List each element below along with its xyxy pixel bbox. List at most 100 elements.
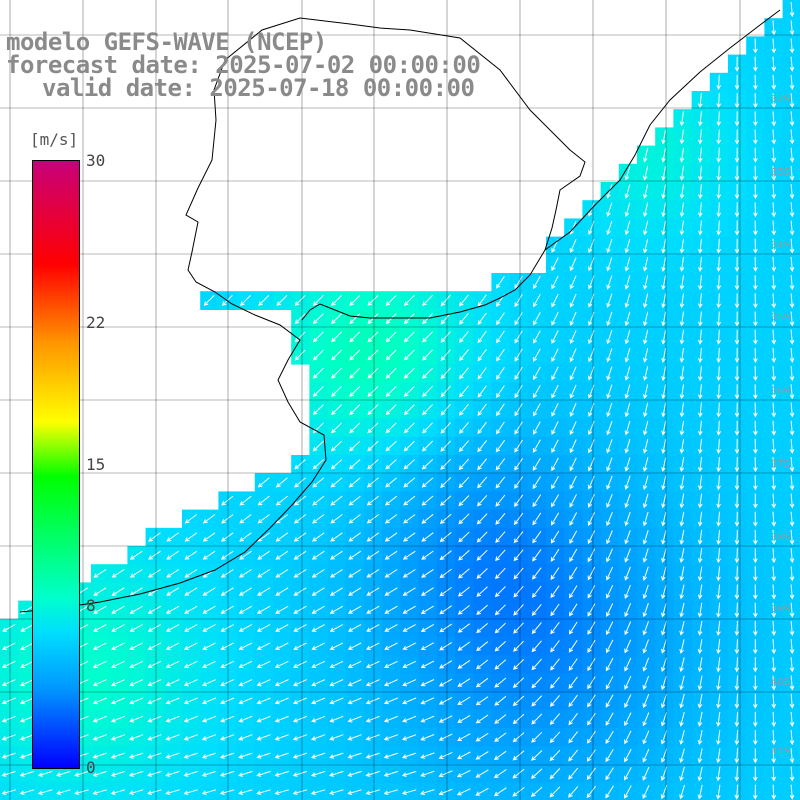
wind-arrow <box>147 660 162 668</box>
wind-arrow <box>569 475 577 490</box>
wind-arrow <box>716 711 721 727</box>
wind-arrow <box>752 693 758 709</box>
wind-arrow <box>514 458 524 471</box>
wind-arrow <box>349 422 361 434</box>
wind-arrow <box>496 330 505 344</box>
wind-arrow <box>642 457 649 472</box>
wind-arrow <box>310 734 326 741</box>
wind-arrow <box>19 715 34 723</box>
wind-arrow <box>276 295 288 306</box>
wind-arrow <box>642 293 649 309</box>
wind-arrow <box>128 789 144 795</box>
wind-arrow <box>789 784 795 800</box>
wind-arrow <box>459 330 469 343</box>
wind-arrow <box>257 514 270 524</box>
wind-arrow <box>347 642 362 650</box>
wind-arrow <box>347 789 362 795</box>
wind-arrow <box>275 495 288 506</box>
wind-arrow <box>256 734 271 741</box>
wind-arrow <box>420 752 435 759</box>
wind-arrow <box>697 457 703 473</box>
wind-arrow <box>420 734 435 741</box>
wind-arrow <box>93 605 107 614</box>
wind-arrow <box>349 331 361 343</box>
wind-arrow <box>642 639 649 654</box>
wind-arrow <box>642 621 649 636</box>
wind-arrow <box>383 752 399 759</box>
wind-arrow <box>789 111 795 127</box>
wind-arrow <box>531 731 543 743</box>
wind-arrow <box>238 587 252 596</box>
wind-arrow <box>514 366 523 380</box>
wind-arrow <box>165 679 180 687</box>
wind-arrow <box>203 295 215 306</box>
wind-arrow <box>532 549 542 562</box>
wind-arrow <box>642 220 649 236</box>
wind-arrow <box>661 420 667 436</box>
wind-arrow <box>421 477 434 488</box>
wind-arrow <box>734 238 740 254</box>
wind-arrow <box>165 789 180 795</box>
wind-arrow <box>458 458 470 471</box>
wind-arrow <box>184 605 198 614</box>
wind-arrow <box>551 475 559 490</box>
wind-arrow <box>258 295 270 306</box>
wind-arrow <box>551 311 559 326</box>
wind-arrow <box>587 712 596 726</box>
wind-arrow <box>605 712 614 726</box>
wind-arrow <box>166 569 180 578</box>
wind-arrow <box>716 657 721 673</box>
wind-arrow <box>329 789 344 795</box>
wind-arrow <box>734 311 740 327</box>
wind-arrow <box>753 165 758 181</box>
wind-arrow <box>716 275 722 291</box>
wind-arrow <box>439 641 453 651</box>
wind-arrow <box>513 549 524 562</box>
wind-arrow <box>347 660 362 668</box>
wind-arrow <box>753 329 758 345</box>
wind-arrow <box>752 566 758 582</box>
wind-arrow <box>679 511 685 527</box>
wind-arrow <box>606 311 613 327</box>
wind-arrow <box>513 604 524 616</box>
wind-arrow <box>513 567 524 580</box>
wind-arrow <box>697 657 703 673</box>
wind-arrow <box>458 440 470 452</box>
wind-arrow <box>514 421 523 435</box>
wind-arrow <box>477 403 487 416</box>
wind-arrow <box>734 56 740 72</box>
wind-arrow <box>129 550 143 560</box>
wind-arrow <box>624 584 631 599</box>
wind-arrow <box>238 697 253 705</box>
wind-arrow <box>201 734 217 741</box>
wind-arrow <box>420 642 435 650</box>
wind-arrow <box>92 789 107 795</box>
wind-arrow <box>477 421 487 435</box>
wind-arrow <box>110 715 125 723</box>
wind-arrow <box>220 697 235 705</box>
wind-arrow <box>383 770 399 777</box>
wind-arrow <box>752 675 758 691</box>
wind-arrow <box>458 531 470 543</box>
coastline-east <box>544 9 781 251</box>
wind-arrow <box>494 622 506 634</box>
wind-arrow <box>439 586 452 597</box>
wind-arrow <box>697 220 703 236</box>
wind-arrow <box>457 714 471 723</box>
wind-arrow <box>275 532 289 542</box>
wind-arrow <box>110 789 126 795</box>
wind-arrow <box>734 584 740 600</box>
wind-arrow <box>420 679 435 687</box>
wind-arrow <box>734 147 740 163</box>
wind-arrow <box>292 679 307 687</box>
wind-arrow <box>789 748 795 764</box>
wind-arrow <box>201 697 216 705</box>
wind-arrow <box>605 767 614 781</box>
wind-arrow <box>477 367 487 380</box>
wind-arrow <box>697 329 703 345</box>
wind-arrow <box>330 459 343 470</box>
wind-arrow <box>385 440 397 452</box>
wind-arrow <box>697 347 703 363</box>
wind-arrow <box>624 730 632 745</box>
wind-arrow <box>716 457 722 473</box>
